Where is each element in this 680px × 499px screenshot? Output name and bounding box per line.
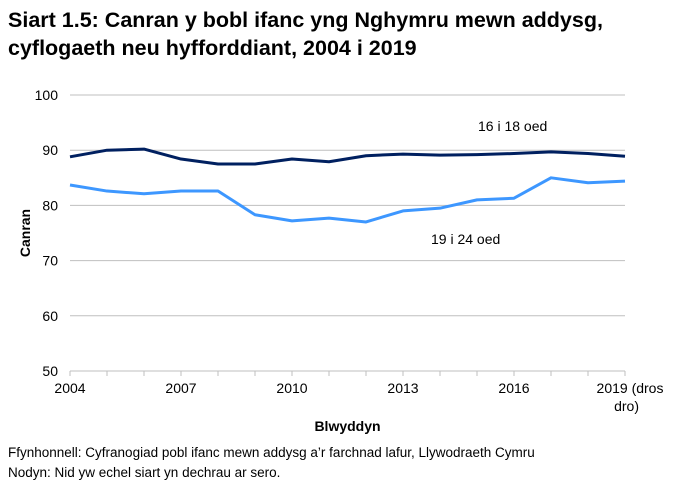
- y-tick-label: 70: [42, 253, 58, 269]
- y-tick-label: 90: [42, 142, 58, 158]
- title-line-2: cyflogaeth neu hyfforddiant, 2004 i 2019: [8, 36, 417, 60]
- y-tick-label: 80: [42, 197, 58, 213]
- x-axis-label: Blwyddyn: [314, 418, 380, 434]
- series-label: 19 i 24 oed: [431, 231, 500, 247]
- series-label: 16 i 18 oed: [478, 118, 547, 134]
- title-line-1: Siart 1.5: Canran y bobl ifanc yng Nghym…: [8, 8, 603, 32]
- series-line-2: [69, 176, 626, 224]
- x-tick-label: 2010: [276, 380, 307, 396]
- axis-note: Nodyn: Nid yw echel siart yn dechrau ar …: [8, 465, 281, 480]
- x-tick-label: 2007: [165, 380, 196, 396]
- x-tick-label: dro): [614, 398, 639, 414]
- y-axis-label: Canran: [17, 209, 33, 257]
- x-tick-label: 2019 (dros: [597, 380, 664, 396]
- y-tick-label: 100: [35, 87, 59, 103]
- source-note: Ffynhonnell: Cyfranogiad pobl ifanc mewn…: [8, 445, 535, 460]
- series-line-1: [69, 147, 626, 166]
- x-tick-label: 2013: [387, 380, 418, 396]
- chart-title: Siart 1.5: Canran y bobl ifanc yng Nghym…: [8, 6, 678, 62]
- x-tick-label: 2016: [498, 380, 529, 396]
- y-tick-label: 50: [42, 363, 58, 379]
- y-tick-label: 60: [42, 308, 58, 324]
- x-tick-label: 2004: [54, 380, 85, 396]
